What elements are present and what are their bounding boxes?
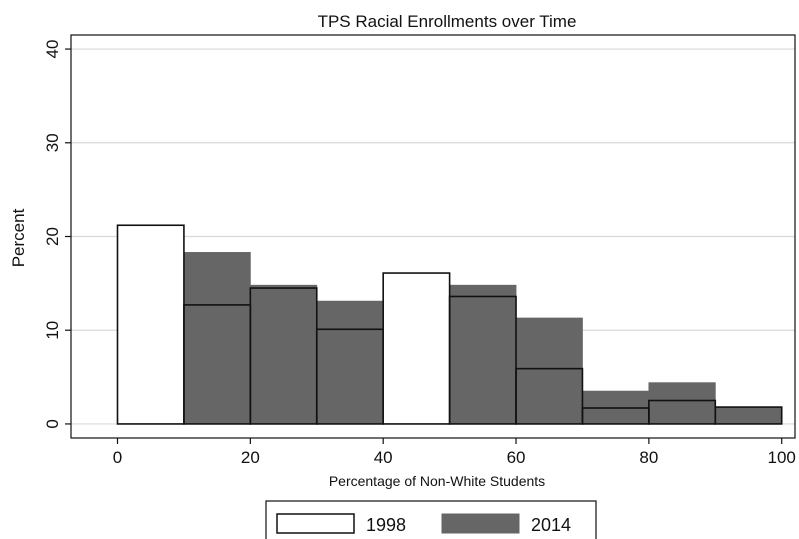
y-tick-label: 30 xyxy=(43,133,62,152)
bar-1998-bin-0-10 xyxy=(116,224,185,425)
bar-2014-bin-60-70 xyxy=(515,317,583,425)
bar-1998-bin-90-100 xyxy=(714,406,783,425)
bar-2014-bin-20-30 xyxy=(249,284,318,425)
y-tick-label: 20 xyxy=(43,227,62,246)
legend-label-1998: 1998 xyxy=(366,515,406,535)
series-1998-bars xyxy=(116,224,783,425)
bar-2014-bin-90-100 xyxy=(714,406,783,425)
legend-swatch-2014 xyxy=(441,513,520,534)
bar-2014-bin-30-40 xyxy=(316,300,384,425)
legend-label-2014: 2014 xyxy=(531,515,571,535)
y-axis: 0 10 20 30 40 xyxy=(43,40,71,429)
x-tick-label: 60 xyxy=(507,448,526,467)
chart-title: TPS Racial Enrollments over Time xyxy=(318,12,577,31)
y-axis-label: Percent xyxy=(9,208,28,267)
x-axis-label: Percentage of Non-White Students xyxy=(329,473,545,489)
x-tick-label: 100 xyxy=(768,448,796,467)
legend-swatch-1998 xyxy=(276,513,355,534)
x-tick-label: 80 xyxy=(639,448,658,467)
bar-2014-bin-10-20 xyxy=(183,252,251,425)
bar-2014-bin-50-60 xyxy=(449,284,517,425)
y-tick-label: 0 xyxy=(43,419,62,428)
bar-1998-bin-60-70 xyxy=(515,367,584,425)
x-axis: 0 20 40 60 80 100 xyxy=(113,438,796,467)
x-tick-label: 20 xyxy=(241,448,260,467)
y-tick-label: 40 xyxy=(43,40,62,59)
legend: 1998 2014 xyxy=(265,500,597,539)
x-tick-label: 0 xyxy=(113,448,122,467)
y-tick-label: 10 xyxy=(43,321,62,340)
bar-1998-bin-50-60 xyxy=(448,295,517,425)
bar-2014-bin-80-90 xyxy=(648,382,716,425)
bar-1998-bin-40-50 xyxy=(382,272,451,425)
x-tick-label: 40 xyxy=(374,448,393,467)
